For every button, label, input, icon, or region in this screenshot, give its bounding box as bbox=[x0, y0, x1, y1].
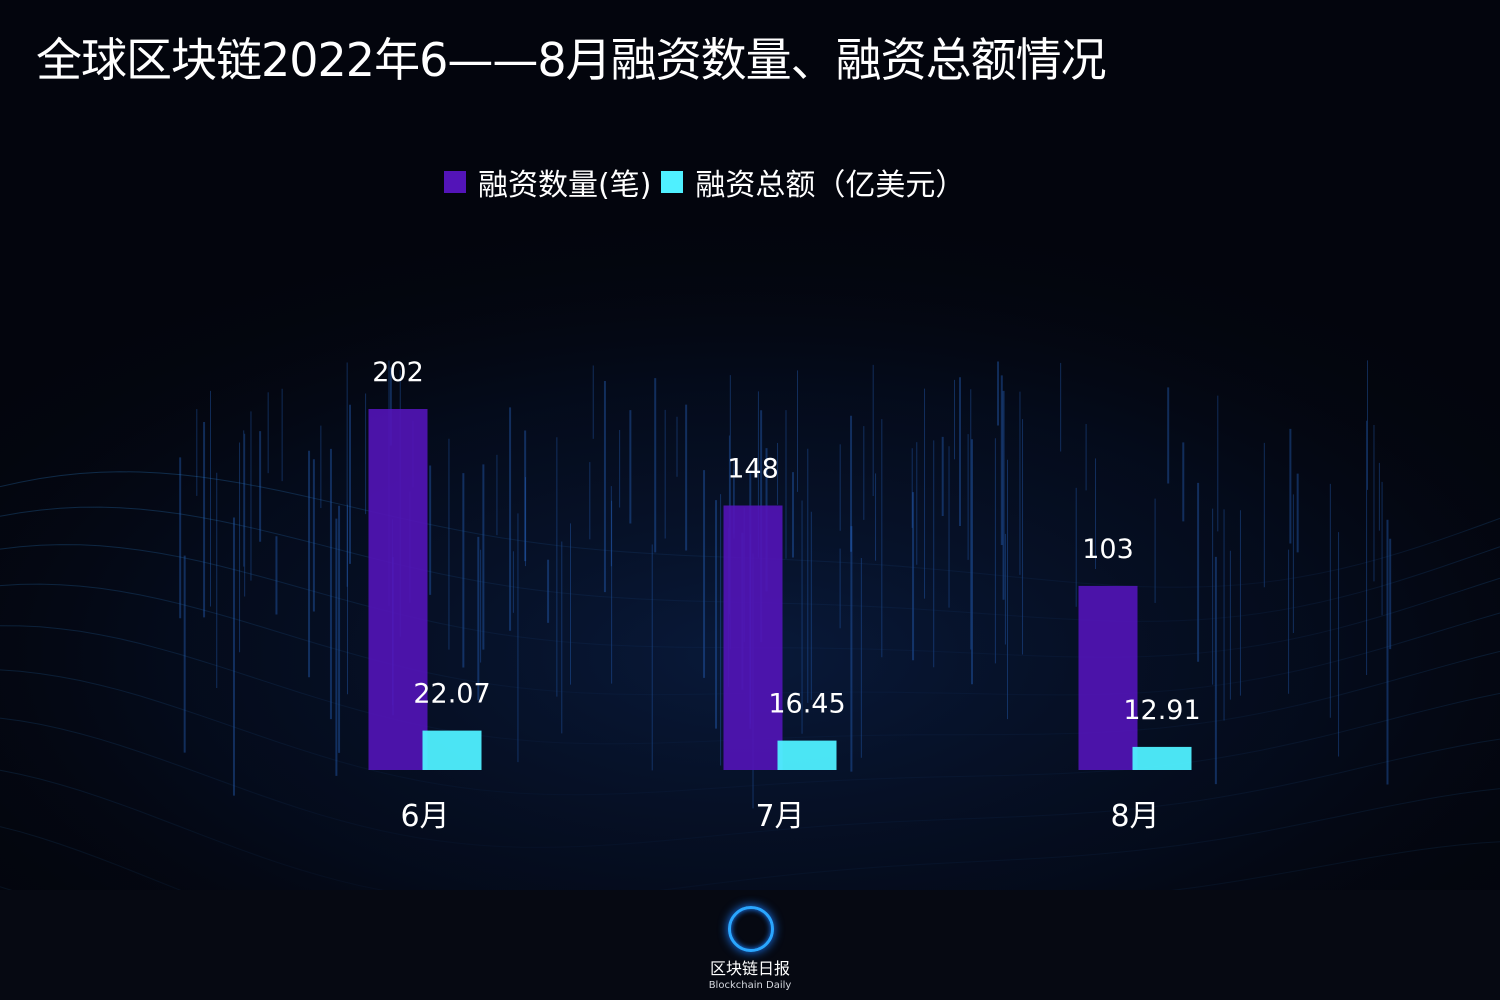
legend: 融资数量(笔) 融资总额（亿美元） bbox=[444, 160, 975, 204]
x-tick-label: 8月 bbox=[1110, 799, 1159, 834]
legend-label-amount: 融资总额（亿美元） bbox=[695, 168, 966, 203]
bar-amount-7 bbox=[777, 740, 837, 770]
legend-label-count: 融资数量(笔) bbox=[478, 168, 652, 203]
background-mesh-line bbox=[0, 669, 1500, 796]
data-label-amount-6: 22.07 bbox=[413, 679, 490, 710]
logo-name: 区块链日报 bbox=[709, 959, 790, 978]
background-mesh-line bbox=[0, 769, 1500, 903]
data-label-count-7: 148 bbox=[727, 454, 779, 485]
data-label-count-8: 103 bbox=[1082, 534, 1134, 565]
legend-swatch-count bbox=[444, 171, 466, 193]
chart-title: 全球区块链2022年6——8月融资数量、融资总额情况 bbox=[36, 33, 1107, 87]
x-tick-label: 6月 bbox=[400, 799, 449, 834]
bar-count-6 bbox=[368, 409, 428, 770]
bar-amount-8 bbox=[1132, 746, 1192, 770]
logo-subtitle: Blockchain Daily bbox=[708, 980, 792, 991]
bar-amount-6 bbox=[422, 730, 482, 770]
bar-count-8 bbox=[1078, 585, 1138, 770]
x-tick-label: 7月 bbox=[755, 799, 804, 834]
logo-ring-icon bbox=[728, 906, 774, 952]
data-label-amount-7: 16.45 bbox=[768, 689, 845, 720]
bar-count-7 bbox=[723, 505, 783, 770]
legend-item-amount: 融资总额（亿美元） bbox=[661, 160, 965, 204]
legend-item-count: 融资数量(笔) bbox=[444, 160, 651, 204]
data-label-count-6: 202 bbox=[372, 357, 424, 388]
legend-swatch-amount bbox=[661, 171, 684, 193]
data-label-amount-8: 12.91 bbox=[1123, 695, 1200, 726]
background-mesh-line bbox=[0, 717, 1500, 848]
